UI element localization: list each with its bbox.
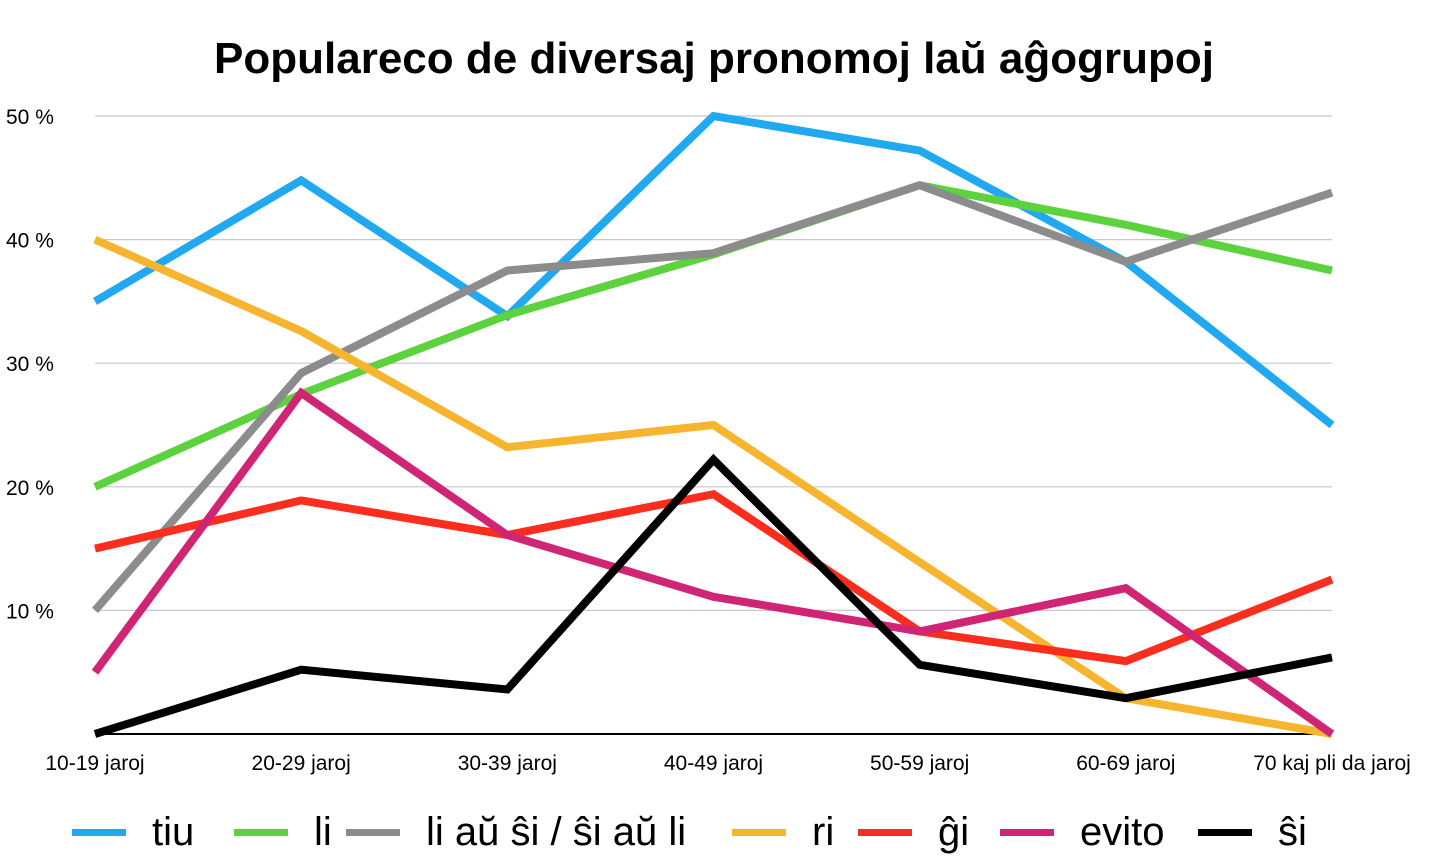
legend-swatch <box>72 828 126 836</box>
legend-label: tiu <box>152 809 195 854</box>
legend-swatch <box>732 828 786 836</box>
legend-label: ri <box>812 809 835 854</box>
y-tick-label: 30 % <box>6 353 54 376</box>
legend-item: li <box>234 808 332 856</box>
legend-swatch <box>1000 828 1054 836</box>
y-tick-label: 40 % <box>6 230 54 253</box>
series-line <box>93 181 1333 491</box>
chart-legend: tiu li li aŭ ŝi / ŝi aŭ li ri ĝi evito ŝi <box>0 808 1448 856</box>
legend-swatch <box>1198 828 1252 836</box>
x-tick-label: 40-49 jaroj <box>664 752 763 775</box>
x-tick-label: 20-29 jaroj <box>252 752 351 775</box>
x-tick-label: 50-59 jaroj <box>870 752 969 775</box>
series-line <box>92 111 1335 429</box>
x-tick-label: 10-19 jaroj <box>45 752 144 775</box>
series-line <box>91 387 1335 738</box>
legend-item: tiu <box>72 808 194 856</box>
y-tick-label: 20 % <box>6 477 54 500</box>
y-tick-label: 10 % <box>6 600 54 623</box>
x-tick-label: 30-39 jaroj <box>458 752 557 775</box>
x-tick-label: 60-69 jaroj <box>1076 752 1175 775</box>
legend-item: ĝi <box>858 808 969 856</box>
legend-item: ri <box>732 808 834 856</box>
y-tick-label: 50 % <box>6 106 54 129</box>
legend-swatch <box>346 828 400 836</box>
series-line <box>94 489 1334 666</box>
legend-item: ŝi <box>1198 808 1307 856</box>
legend-label: li <box>314 809 332 854</box>
legend-label: ĝi <box>938 809 970 854</box>
legend-item: li aŭ ŝi / ŝi aŭ li <box>346 808 686 856</box>
legend-item: evito <box>1000 808 1165 856</box>
legend-label: ŝi <box>1278 809 1307 854</box>
legend-label: li aŭ ŝi / ŝi aŭ li <box>426 809 687 854</box>
legend-label: evito <box>1080 809 1165 854</box>
series-line <box>91 180 1334 614</box>
legend-swatch <box>234 828 288 836</box>
series-line <box>93 453 1333 738</box>
x-tick-label: 70 kaj pli da jaroj <box>1253 752 1411 775</box>
chart-title: Populareco de diversaj pronomoj laŭ aĝog… <box>214 34 1214 83</box>
legend-swatch <box>858 828 912 836</box>
